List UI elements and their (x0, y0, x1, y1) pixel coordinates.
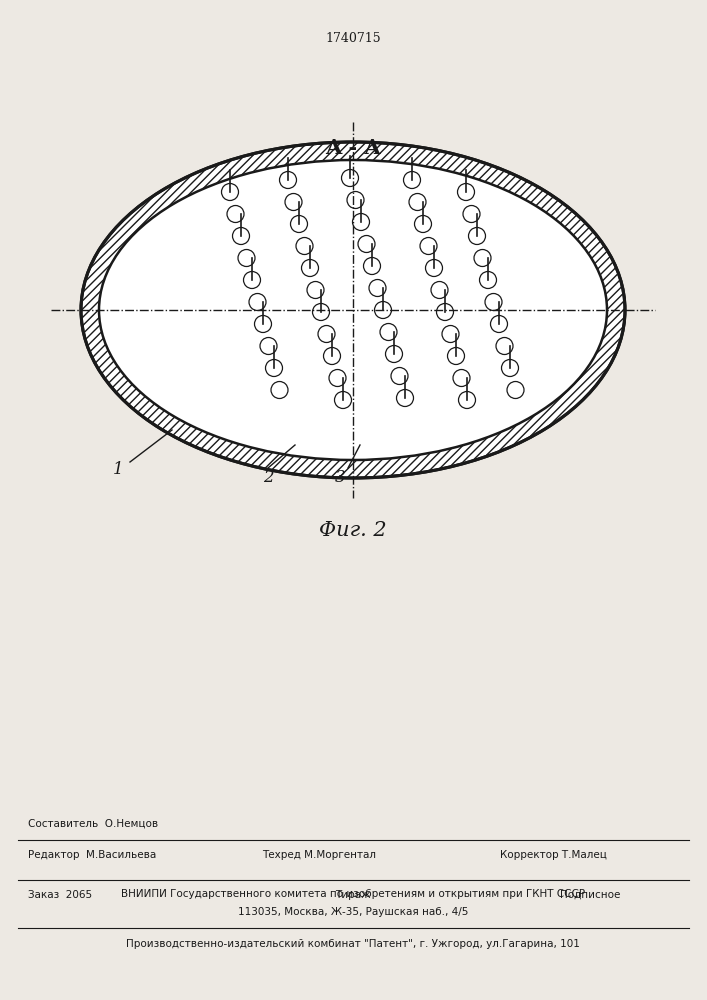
Text: Корректор Т.Малец: Корректор Т.Малец (500, 850, 607, 860)
Text: 2: 2 (263, 470, 274, 487)
Ellipse shape (99, 160, 607, 460)
Text: Подписное: Подписное (560, 890, 620, 900)
Text: 113035, Москва, Ж-35, Раушская наб., 4/5: 113035, Москва, Ж-35, Раушская наб., 4/5 (238, 907, 468, 917)
Text: Производственно-издательский комбинат "Патент", г. Ужгород, ул.Гагарина, 101: Производственно-издательский комбинат "П… (126, 939, 580, 949)
Text: 1740715: 1740715 (325, 31, 381, 44)
Text: Φиг. 2: Φиг. 2 (319, 520, 387, 540)
Text: Тираж: Тираж (335, 890, 370, 900)
Ellipse shape (81, 142, 625, 478)
Text: Техред М.Моргентал: Техред М.Моргентал (262, 850, 376, 860)
Text: Заказ  2065: Заказ 2065 (28, 890, 92, 900)
Text: 3: 3 (334, 470, 345, 487)
Text: ВНИИПИ Государственного комитета по изобретениям и открытиям при ГКНТ СССР: ВНИИПИ Государственного комитета по изоб… (121, 889, 585, 899)
Text: Редактор  М.Васильева: Редактор М.Васильева (28, 850, 156, 860)
Text: Составитель  О.Немцов: Составитель О.Немцов (28, 819, 158, 829)
Text: 1: 1 (112, 462, 123, 479)
Text: A - A: A - A (325, 138, 381, 158)
